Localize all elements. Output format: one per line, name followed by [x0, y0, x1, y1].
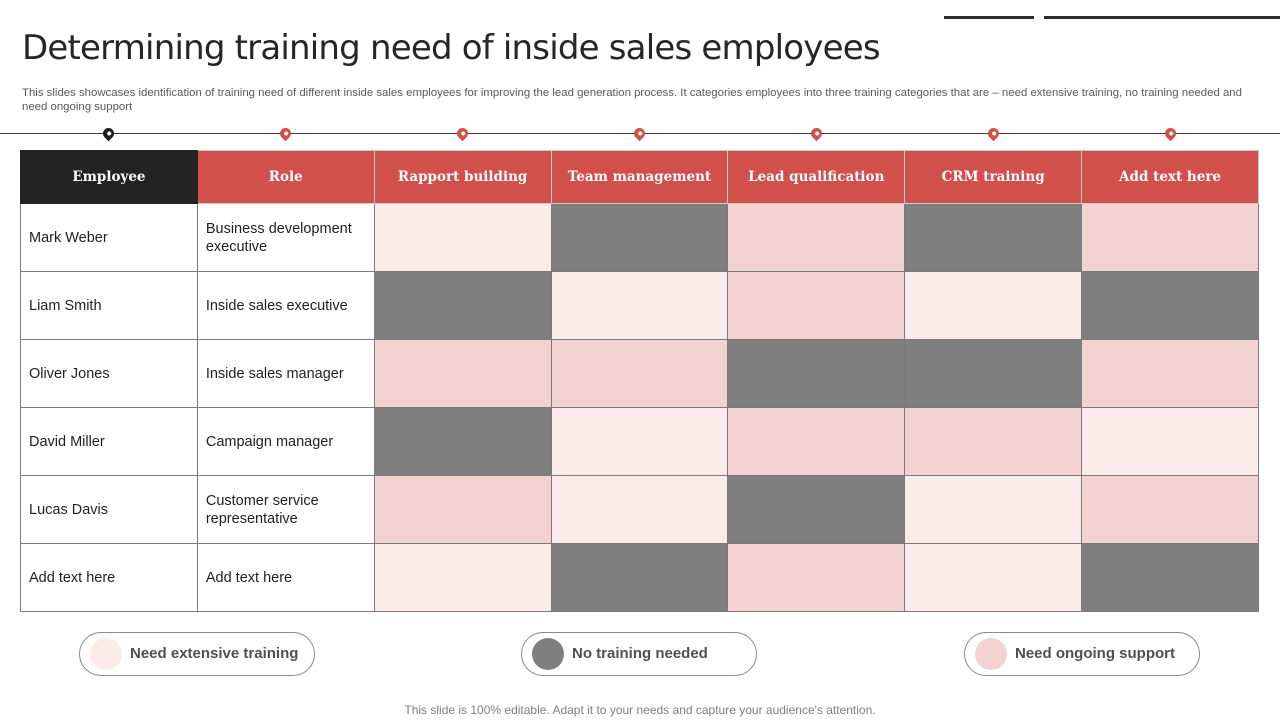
decorative-line	[944, 16, 1034, 19]
training-level-cell	[373, 339, 552, 408]
training-level-cell	[550, 203, 729, 272]
role-cell: Add text here	[196, 543, 375, 612]
training-level-cell	[1081, 407, 1259, 476]
training-level-cell	[727, 543, 906, 612]
training-level-cell	[550, 339, 729, 408]
pin-marker-icon	[454, 125, 470, 142]
training-level-cell	[727, 203, 906, 272]
training-level-cell	[373, 271, 552, 340]
legend-need-extensive-training: Need extensive training	[79, 632, 315, 676]
pin-marker-icon	[631, 125, 647, 142]
legend-no-training-needed: No training needed	[521, 632, 757, 676]
training-level-cell	[373, 475, 552, 544]
table-row: Lucas Davis Customer service representati…	[20, 475, 1259, 544]
training-level-cell	[727, 271, 906, 340]
training-level-cell	[904, 271, 1083, 340]
pin-marker-icon	[985, 125, 1001, 142]
training-level-cell	[373, 543, 552, 612]
employee-cell: Add text here	[20, 543, 198, 612]
employee-cell: Lucas Davis	[20, 475, 198, 544]
training-level-cell	[904, 475, 1083, 544]
training-need-table: Employee Role Rapport building Team mana…	[20, 150, 1259, 612]
training-level-cell	[373, 407, 552, 476]
employee-cell: Mark Weber	[20, 203, 198, 272]
pin-marker-icon	[100, 125, 116, 142]
training-level-cell	[550, 543, 729, 612]
training-level-cell	[1081, 271, 1259, 340]
training-level-cell	[727, 475, 906, 544]
header-employee: Employee	[20, 150, 198, 204]
header-role: Role	[196, 150, 375, 204]
header-add-text: Add text here	[1081, 150, 1259, 204]
pin-marker-icon	[277, 125, 293, 142]
training-level-cell	[550, 271, 729, 340]
table-row: David Miller Campaign manager	[20, 407, 1259, 476]
training-level-cell	[904, 339, 1083, 408]
header-team-management: Team management	[550, 150, 729, 204]
training-level-cell	[1081, 203, 1259, 272]
legend-label: Need ongoing support	[1015, 645, 1175, 662]
training-level-cell	[1081, 475, 1259, 544]
training-level-cell	[1081, 339, 1259, 408]
role-cell: Campaign manager	[196, 407, 375, 476]
training-level-cell	[550, 407, 729, 476]
training-level-cell	[1081, 543, 1259, 612]
table-row: Add text here Add text here	[20, 543, 1259, 612]
training-level-cell	[727, 407, 906, 476]
training-level-cell	[373, 203, 552, 272]
pin-marker-icon	[808, 125, 824, 142]
legend-dot-icon	[532, 638, 564, 670]
training-level-cell	[904, 407, 1083, 476]
training-level-cell	[904, 203, 1083, 272]
decorative-line	[1044, 16, 1280, 19]
employee-cell: Liam Smith	[20, 271, 198, 340]
training-level-cell	[904, 543, 1083, 612]
table-row: Oliver Jones Inside sales manager	[20, 339, 1259, 408]
role-cell: Inside sales manager	[196, 339, 375, 408]
slide-subtitle: This slides showcases identification of …	[22, 87, 1242, 113]
footer-note: This slide is 100% editable. Adapt it to…	[404, 703, 876, 717]
role-cell: Customer service representative	[196, 475, 375, 544]
table-row: Mark Weber Business development executive	[20, 203, 1259, 272]
training-level-cell	[727, 339, 906, 408]
slide-title: Determining training need of inside sale…	[22, 28, 881, 68]
pin-marker-icon	[1162, 125, 1178, 142]
header-lead-qualification: Lead qualification	[727, 150, 906, 204]
legend-label: Need extensive training	[130, 645, 299, 662]
table-header-row: Employee Role Rapport building Team mana…	[20, 150, 1259, 204]
legend-need-ongoing-support: Need ongoing support	[964, 632, 1200, 676]
legend-dot-icon	[90, 638, 122, 670]
role-cell: Business development executive	[196, 203, 375, 272]
employee-cell: David Miller	[20, 407, 198, 476]
header-rapport-building: Rapport building	[373, 150, 552, 204]
training-level-cell	[550, 475, 729, 544]
table-row: Liam Smith Inside sales executive	[20, 271, 1259, 340]
employee-cell: Oliver Jones	[20, 339, 198, 408]
role-cell: Inside sales executive	[196, 271, 375, 340]
legend-label: No training needed	[572, 645, 708, 662]
legend-dot-icon	[975, 638, 1007, 670]
header-crm-training: CRM training	[904, 150, 1083, 204]
